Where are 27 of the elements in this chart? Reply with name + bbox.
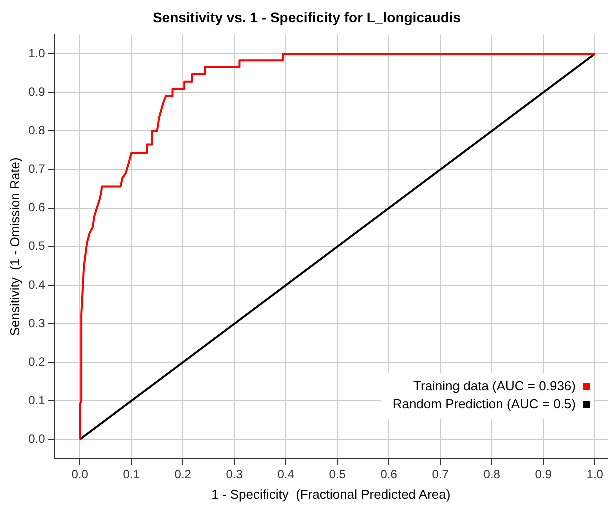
x-tick-label: 0.5 bbox=[329, 468, 346, 482]
y-tick-label: 0.8 bbox=[28, 124, 46, 138]
x-axis-title: 1 - Specificity (Fractional Predicted Area) bbox=[212, 486, 451, 502]
x-tick-label: 0.1 bbox=[123, 468, 140, 482]
y-tick-label: 0.9 bbox=[28, 84, 46, 99]
x-tick-label: 0.7 bbox=[432, 468, 450, 482]
y-tick-label: 1.0 bbox=[28, 46, 46, 60]
x-tick-label: 0.4 bbox=[278, 468, 295, 482]
x-tick-label: 0.3 bbox=[226, 468, 244, 482]
x-tick-label: 1.0 bbox=[586, 468, 604, 482]
y-tick-label: 0.5 bbox=[28, 239, 46, 254]
y-tick-label: 0.7 bbox=[28, 162, 46, 176]
chart-title: Sensitivity vs. 1 - Specificity for L_longicaudis bbox=[152, 9, 462, 26]
y-axis-title: Sensitivity (1 - Omission Rate) bbox=[7, 158, 22, 336]
y-tick-label: 0.4 bbox=[28, 278, 46, 292]
x-tick-label: 0.0 bbox=[72, 468, 89, 482]
x-tick-label: 0.2 bbox=[174, 468, 192, 482]
x-tick-label: 0.9 bbox=[535, 468, 552, 482]
legend-label: Random Prediction (AUC = 0.5) bbox=[392, 396, 576, 412]
x-tick-label: 0.8 bbox=[484, 468, 501, 482]
y-tick-label: 0.0 bbox=[28, 432, 46, 446]
y-tick-label: 0.6 bbox=[28, 200, 46, 215]
y-tick-label: 0.3 bbox=[28, 316, 46, 330]
y-tick-label: 0.2 bbox=[28, 354, 46, 369]
x-tick-label: 0.6 bbox=[380, 468, 398, 482]
legend-label: Training data (AUC = 0.936) bbox=[414, 378, 576, 394]
y-tick-label: 0.1 bbox=[28, 393, 46, 408]
